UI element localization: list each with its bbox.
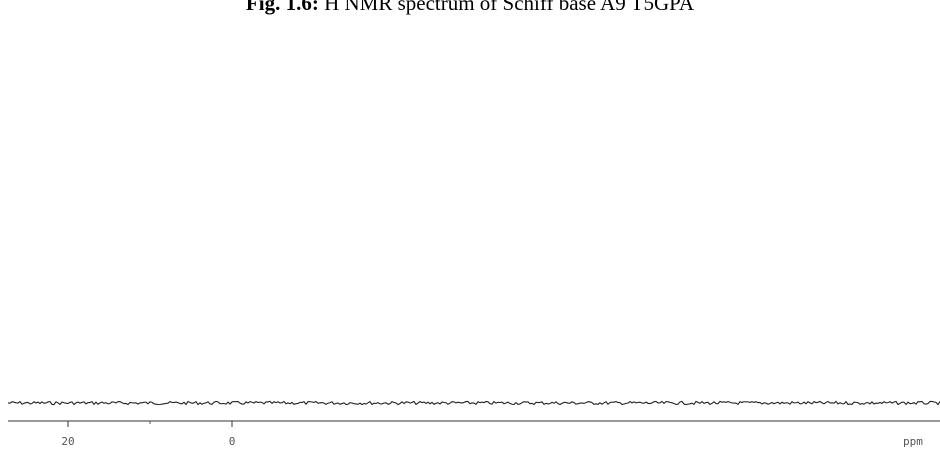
x-tick-label-0: 0 (229, 435, 236, 448)
baseline-trace (7, 400, 940, 406)
x-tick-label-20: 20 (61, 435, 74, 448)
x-axis-unit: ppm (903, 435, 923, 448)
x-ticks: 200180160140120100806040200 (61, 421, 236, 448)
figure-title: Fig. 1.6: H NMR spectrum of Schiff base … (0, 0, 940, 15)
figure-caption: H NMR spectrum of Schiff base A9 T5GPA (324, 0, 695, 15)
figure-label: Fig. 1.6: (245, 0, 319, 15)
baseline (7, 400, 940, 406)
